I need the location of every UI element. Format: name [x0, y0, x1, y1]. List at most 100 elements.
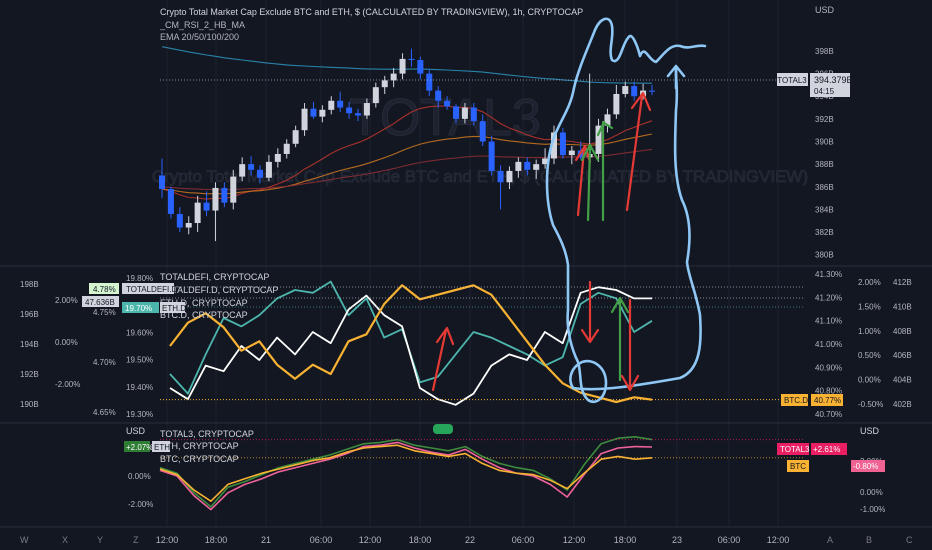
ema-100-line — [161, 148, 653, 191]
pane2-axis-d-tick-4: 19.40% — [126, 383, 153, 392]
legend-btc-d[interactable]: BTC.D, CRYPTOCAP — [160, 310, 248, 320]
badge-eth-perf-value: +2.07% — [126, 443, 153, 452]
pane2-axis-g-tick-1: 410B — [893, 302, 912, 311]
candle-body-28 — [408, 58, 415, 61]
indicator-ema-label[interactable]: EMA 20/50/100/200 — [160, 32, 239, 42]
pane3-left-tick-1: 0.00% — [128, 472, 151, 481]
main-tick-6: 386B — [815, 183, 834, 192]
pane2-axis-g-tick-0: 412B — [893, 278, 912, 287]
ema-20-line — [161, 105, 653, 200]
badge-total3-label: TOTAL3 — [780, 445, 810, 454]
symbol-badge: TOTAL3 — [777, 76, 807, 85]
candle-body-6 — [212, 187, 219, 211]
time-axis[interactable]: 12:00 18:00 21 06:00 12:00 18:00 22 06:00 12:00 1… — [156, 535, 790, 545]
pane2-axis-f-tick-1: 1.50% — [858, 302, 881, 311]
badge-btc-d-label: BTC.D — [784, 396, 808, 405]
indicator-rsi-label[interactable]: _CM_RSI_2_HB_MA — [159, 20, 245, 30]
candle-body-17 — [310, 108, 317, 117]
toolbar-icon-x[interactable]: X — [62, 535, 68, 545]
price-badge-bg — [810, 73, 850, 97]
time-label-9: 18:00 — [614, 535, 637, 545]
legend-eth[interactable]: ETH, CRYPTOCAP — [160, 441, 239, 451]
user-drawings[interactable] — [431, 17, 707, 404]
ema-50-line — [161, 133, 653, 195]
candle-body-13 — [274, 153, 281, 162]
candle-body-16 — [301, 108, 308, 131]
pane2-axis-a-tick-3: 192B — [20, 370, 39, 379]
main-tick-7: 384B — [815, 205, 834, 214]
badge-btc-label-bg — [787, 460, 809, 472]
candle-body-35 — [470, 107, 477, 122]
time-label-11: 06:00 — [718, 535, 741, 545]
pane2-axis-e-tick-3: 41.00% — [815, 340, 842, 349]
series-eth-line — [159, 441, 653, 511]
candle-body-50 — [604, 114, 611, 126]
time-label-10: 23 — [672, 535, 682, 545]
legend-total3[interactable]: TOTAL3, CRYPTOCAP — [160, 429, 254, 439]
candle-body-2 — [176, 213, 183, 228]
ema-lines — [161, 46, 653, 200]
time-label-1: 18:00 — [205, 535, 228, 545]
time-label-2: 21 — [261, 535, 271, 545]
badge-eth-perf-value-bg — [124, 441, 150, 452]
candle-body-37 — [488, 141, 495, 171]
candle-body-38 — [497, 170, 504, 183]
candle-body-55 — [649, 90, 655, 92]
candle-body-20 — [337, 100, 344, 108]
chart-title[interactable]: Crypto Total Market Cap Exclude BTC and … — [160, 7, 583, 17]
toolbar-icon-c[interactable]: C — [906, 535, 913, 545]
candle-body-18 — [319, 109, 326, 117]
badge-btc-d-value: 40.77% — [814, 396, 841, 405]
legend-totaldefi[interactable]: TOTALDEFI, CRYPTOCAP — [160, 272, 269, 282]
series-btc-line — [159, 444, 653, 502]
event-marker[interactable] — [433, 424, 453, 434]
time-label-3: 06:00 — [310, 535, 333, 545]
drawing-right-outline — [571, 68, 702, 391]
pane2-axis-f-tick-3: 0.50% — [858, 351, 881, 360]
candle-body-23 — [363, 103, 370, 116]
toolbar-icon-z[interactable]: Z — [133, 535, 139, 545]
candle-body-49 — [595, 125, 602, 154]
symbol-badge-bg — [777, 73, 808, 86]
pane2-axis-f-tick-5: -0.50% — [858, 400, 883, 409]
time-label-5: 18:00 — [409, 535, 432, 545]
badge-btc-label: BTC — [790, 462, 806, 471]
badge-eth-d-label: ETH.D — [162, 304, 186, 313]
arrow-red-main-1 — [574, 144, 592, 217]
pane2-axis-a-tick-2: 194B — [20, 340, 39, 349]
legend-btc[interactable]: BTC, CRYPTOCAP — [160, 454, 239, 464]
legend-totaldefi-d[interactable]: TOTALDEFI.D, CRYPTOCAP — [160, 285, 278, 295]
pane2-axis-b-tick-1: 0.00% — [55, 338, 78, 347]
legend-eth-d[interactable]: ETH.D, CRYPTOCAP — [160, 298, 248, 308]
main-axis-currency: USD — [815, 5, 835, 15]
toolbar-icon-a[interactable]: A — [827, 535, 833, 545]
pane2-axis-b-tick-2: -2.00% — [55, 380, 80, 389]
candle-body-19 — [328, 100, 335, 110]
pane2-axis-g-tick-3: 406B — [893, 351, 912, 360]
badge-defi-d-value-bg — [89, 283, 119, 294]
candle-body-21 — [346, 107, 353, 114]
badge-defi-d-label: TOTALDEFI.D — [126, 285, 177, 294]
badge-eth-d-value: 19.70% — [125, 304, 152, 313]
main-tick-8: 382B — [815, 228, 834, 237]
candle-body-24 — [372, 87, 379, 104]
time-label-8: 12:00 — [563, 535, 586, 545]
toolbar-icon-y[interactable]: Y — [97, 535, 103, 545]
badge-eth-d-value-bg — [122, 302, 159, 313]
candle-body-53 — [631, 86, 638, 97]
pane2-axis-a-tick-4: 190B — [20, 400, 39, 409]
toolbar-icon-b[interactable]: B — [866, 535, 872, 545]
pane2-axis-e-tick-6: 40.70% — [815, 410, 842, 419]
pane2-axis-f-tick-0: 2.00% — [858, 278, 881, 287]
toolbar-icon-w[interactable]: W — [20, 535, 29, 545]
candle-body-39 — [506, 170, 513, 183]
pane2-axis-d-tick-2: 19.60% — [126, 328, 153, 337]
candles[interactable] — [159, 48, 655, 242]
pane2-axis-a-tick-0: 198B — [20, 280, 39, 289]
main-tick-9: 380B — [815, 251, 834, 260]
candle-body-1 — [167, 189, 174, 214]
candle-body-33 — [453, 106, 459, 119]
pane2-axis-e-tick-4: 40.90% — [815, 363, 842, 372]
